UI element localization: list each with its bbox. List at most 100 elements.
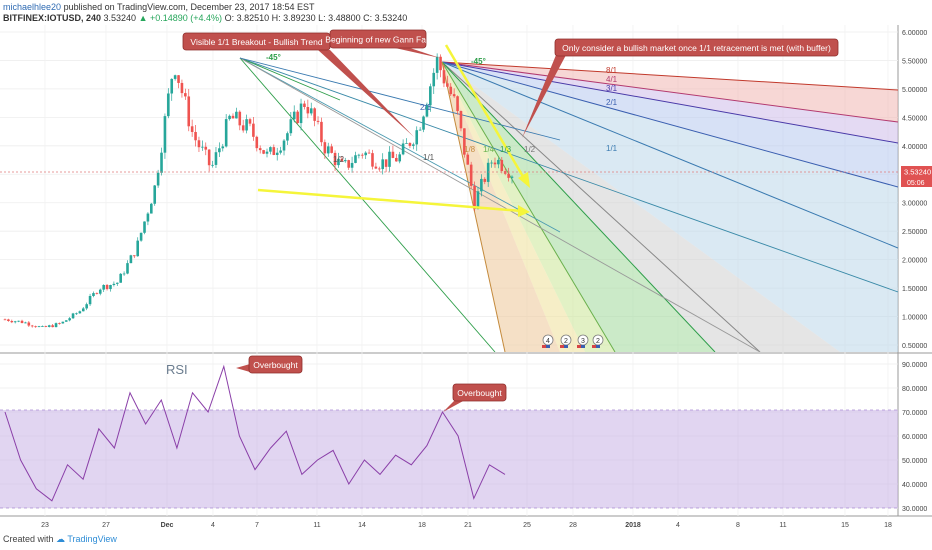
candle-body [299,103,303,124]
footer: Created with ☁ TradingView [3,534,117,545]
candle-body [58,323,61,324]
label-l14: 1/4 [483,145,495,154]
label-r2b: 2/1 [420,103,432,112]
fan-labels: -45° -45° 1/2 1/1 8/1 4/1 3/1 2/1 1/1 2/… [266,53,618,164]
candle-body [126,263,129,274]
price-tick-label: 5.00000 [902,87,927,94]
candle-body [381,159,384,170]
candle-body [292,111,296,120]
label-r1: 1/1 [606,144,618,153]
last-price: 3.53240 [103,13,137,23]
candle-body [412,144,415,146]
candle-body [224,119,228,147]
yellow-arrow-fan [444,44,527,181]
callout-breakout: Visible 1/1 Breakout - Bullish Trend [182,32,414,137]
candle-body [78,311,82,314]
candle-body [190,126,194,132]
time-tick-label: 18 [884,522,892,529]
candle-body [398,154,402,162]
candle-body [143,221,146,233]
candle-body [20,320,24,324]
last-price-tag [901,166,932,177]
candle-body [64,320,68,322]
candle-body [391,151,395,158]
candle-body [408,143,412,146]
candle-body [384,159,388,167]
event-flag-icon [564,345,568,348]
fan-line-1 [441,61,898,249]
time-tick-label: 25 [523,522,531,529]
author-name[interactable]: michaelhlee20 [3,2,62,12]
footer-brand[interactable]: TradingView [67,534,117,544]
chart-header: michaelhlee20 published on TradingView.c… [0,0,932,24]
candle-body [163,116,167,153]
candle-body [187,96,191,127]
price-candles [3,53,514,328]
candle-body [255,136,259,149]
callout-market: Only consider a bullish market once 1/1 … [522,38,839,138]
candle-body [170,78,174,94]
price-tick-label: 2.00000 [902,258,927,265]
time-axis: 23 27 Dec 4 7 11 14 18 21 25 28 2018 4 8 11 15 18 [41,522,892,529]
candle-body [510,176,514,178]
event-flag-icon [581,345,585,348]
candle-body [432,72,436,87]
candle-body [490,162,493,164]
callout-new-fan-pointer [395,48,440,58]
candle-body [330,146,333,153]
candle-body [306,106,310,114]
callout-overbought-2-text: Overbought [457,388,502,398]
candle-body [354,155,357,163]
event-flag-icon [577,345,581,348]
time-tick-label: 15 [841,522,849,529]
callout-new-fan-text: Beginning of new Gann Fan [325,35,431,45]
time-tick-label: 27 [102,522,110,529]
candle-body [459,111,463,129]
candle-body [61,321,65,324]
candle-body [265,151,269,154]
fan-line-1-2 [441,61,761,352]
fan-zone-orange [442,62,560,352]
event-bubble-label: 3 [581,338,585,345]
candle-body [156,172,160,186]
rsi-tick-label: 50.0000 [902,458,927,465]
candle-body [95,293,99,294]
callout-market-text: Only consider a bullish market once 1/1 … [562,43,831,53]
candle-body [466,154,470,165]
candle-body [422,116,425,130]
candle-body [401,143,405,155]
candle-body [129,255,133,264]
candle-body [30,325,34,327]
rsi-tick-label: 90.0000 [902,362,927,369]
time-tick-label: 23 [41,522,49,529]
candle-body [309,108,313,114]
candle-body [98,289,102,294]
candle-body [326,146,330,154]
candle-body [357,154,361,156]
label-l13: 1/3 [500,145,512,154]
candle-body [102,284,105,290]
fan-zone-lightblue [442,62,898,352]
callout-overbought-2-box [452,383,507,402]
time-tick-label: 18 [418,522,426,529]
candle-body [258,148,262,151]
candle-body [476,191,480,210]
candle-body [173,75,177,79]
label-l18: 1/8 [464,145,476,154]
price-tick-label: 1.50000 [902,286,927,293]
candle-body [452,94,456,97]
candle-body [211,164,214,166]
candle-body [119,273,122,283]
candle-body [480,178,483,192]
event-flag-icon [542,345,546,348]
candle-body [47,325,51,327]
candle-body [418,129,422,131]
time-tick-label: Dec [161,522,174,529]
price-tick-label: 2.50000 [902,229,927,236]
candle-body [241,125,245,131]
candle-body [333,152,337,166]
candle-body [160,152,163,173]
fan-line-2 [441,61,898,188]
candle-body [235,111,238,119]
candle-body [115,282,119,284]
